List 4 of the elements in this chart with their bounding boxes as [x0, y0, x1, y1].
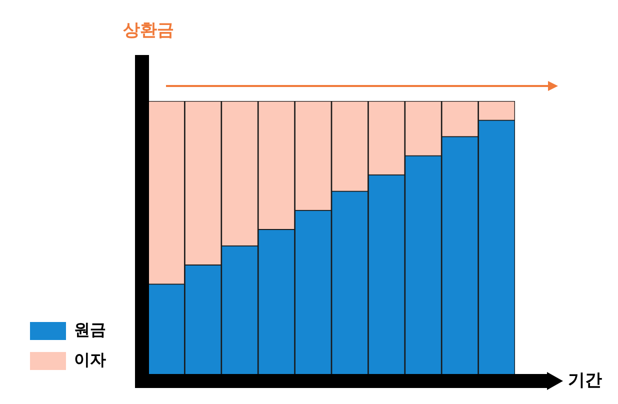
x-axis-title: 기간 — [568, 370, 602, 390]
legend-label: 원금 — [74, 320, 106, 340]
legend-label: 이자 — [74, 350, 106, 370]
y-axis-title: 상환금 — [123, 20, 174, 40]
